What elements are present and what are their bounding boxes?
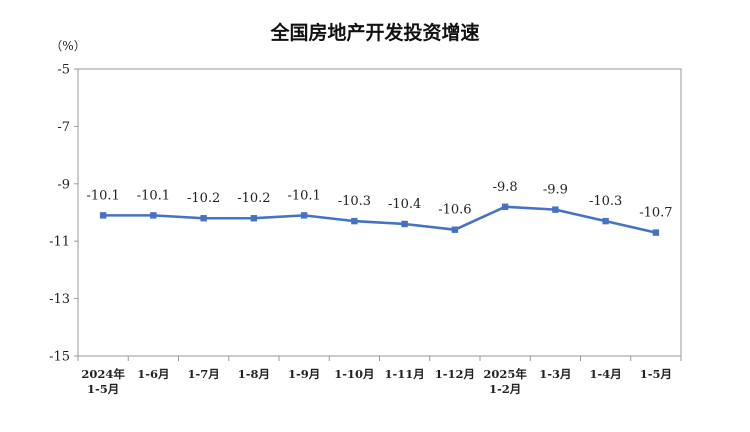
y-tick-label: -15 [49,350,70,365]
x-tick-label: 1-11月 [384,367,424,381]
x-axis: 2024年 1-5月1-6月 1-7月 1-8月 1-9月 1-10月 1-11月 1-12月… [77,356,682,396]
chart-title: 全国房地产开发投资增速 [269,21,479,44]
data-label: -10.1 [137,188,170,203]
x-tick-label-line: 1-11月 [384,367,424,381]
data-point [150,212,157,219]
data-point [501,203,509,210]
x-tick-label: 1-8月 [238,367,270,381]
y-tick-label: -7 [57,120,70,135]
data-point [99,212,107,219]
data-label: -10.3 [589,194,622,209]
data-label: -10.4 [388,197,421,212]
x-tick-label-line: 1-12月 [435,367,475,381]
x-tick-label-line: 1-8月 [238,367,270,381]
x-tick-label: 1-5月 [640,367,672,381]
data-point [552,206,559,213]
x-tick-label: 2024年 1-5月 [81,367,125,396]
x-tick-label: 1-4月 [589,367,621,381]
x-tick-label-line: 2025年 [483,367,527,381]
data-point [602,217,609,225]
data-point [351,217,358,225]
data-point [401,220,408,228]
x-tick-label: 1-10月 [334,367,374,381]
data-label: -10.1 [86,188,119,203]
data-point [652,229,660,236]
x-tick-label: 2025年 1-2月 [483,367,527,396]
data-label: -10.1 [287,188,320,203]
data-point [250,215,258,222]
data-point [200,215,207,222]
x-tick-label-line: 1-9月 [288,367,320,381]
y-axis-unit: （%） [50,39,85,53]
data-label: -9.9 [543,183,568,198]
x-tick-label: 1-6月 [137,367,169,381]
x-tick-label-line: 1-3月 [539,367,571,381]
data-label: -10.2 [187,191,220,206]
x-tick-label-line: 1-5月 [640,367,672,381]
x-tick-label: 1-12月 [435,367,475,381]
x-tick-label-line: 1-6月 [137,367,169,381]
y-tick-label: -5 [57,63,70,78]
data-label: -10.3 [338,194,371,209]
plot-area-frame [77,68,682,357]
x-tick-label-line: 2024年 [81,367,125,381]
x-tick-label: 1-7月 [187,367,219,381]
y-tick-label: -9 [57,177,70,192]
data-label: -9.8 [493,180,518,195]
x-tick-label-line: 1-4月 [589,367,621,381]
x-tick-label-line: 1-5月 [87,382,119,396]
series-line [103,205,657,234]
data-label: -10.6 [438,203,471,218]
data-point [300,212,308,219]
x-tick-label-line: 1-2月 [489,382,521,396]
x-tick-label: 1-9月 [288,367,320,381]
data-label: -10.2 [237,191,270,206]
y-tick-label: -13 [49,292,70,307]
x-tick-label: 1-3月 [539,367,571,381]
y-tick-label: -11 [49,235,70,250]
x-tick-label-line: 1-10月 [334,367,374,381]
data-point [451,226,459,233]
series-layer: -10.1 -10.1 -10.2 -10.2 -10.1 -10.3 -10.4 -10.6… [86,180,673,236]
x-tick-label-line: 1-7月 [187,367,219,381]
y-axis: -5 -7 -9 -11 -13 -15 [49,63,78,365]
data-label: -10.7 [639,206,672,221]
